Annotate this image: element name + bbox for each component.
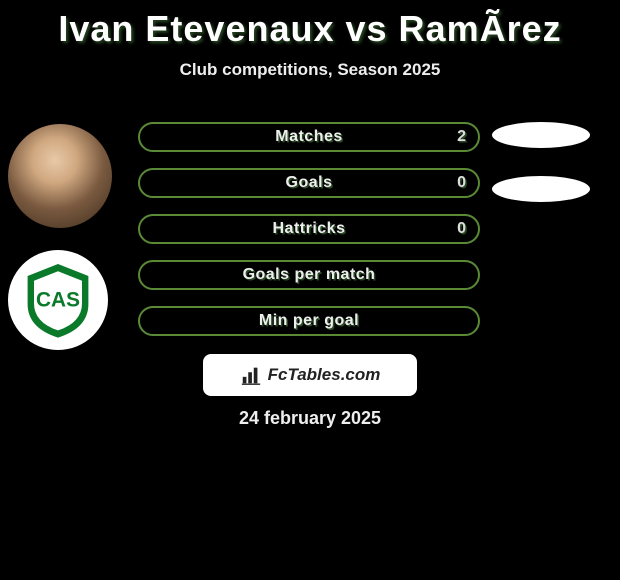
footer-brand-box[interactable]: FcTables.com [203, 354, 417, 396]
stat-value: 0 [457, 174, 466, 192]
stat-label: Min per goal [140, 312, 478, 330]
player-avatar [8, 124, 112, 228]
club-badge-icon: CAS [18, 260, 98, 340]
stat-label: Matches [140, 128, 478, 146]
stat-value: 2 [457, 128, 466, 146]
date-text: 24 february 2025 [0, 408, 620, 429]
club-badge-text: CAS [36, 288, 80, 311]
stat-row-goals: Goals 0 [138, 168, 480, 198]
page-subtitle: Club competitions, Season 2025 [0, 60, 620, 80]
club-avatar: CAS [8, 250, 108, 350]
stat-value: 0 [457, 220, 466, 238]
stat-label: Goals per match [140, 266, 478, 284]
comparison-blobs [492, 122, 590, 230]
bar-chart-icon [240, 364, 262, 386]
stat-row-min-per-goal: Min per goal [138, 306, 480, 336]
page-title: Ivan Etevenaux vs RamÃrez [0, 0, 620, 50]
footer-brand-text: FcTables.com [268, 365, 381, 385]
stat-label: Goals [140, 174, 478, 192]
blob-goals [492, 176, 590, 202]
blob-matches [492, 122, 590, 148]
stat-label: Hattricks [140, 220, 478, 238]
stat-row-matches: Matches 2 [138, 122, 480, 152]
stats-rows: Matches 2 Goals 0 Hattricks 0 Goals per … [138, 122, 480, 352]
avatar-column: CAS [8, 124, 112, 350]
stat-row-goals-per-match: Goals per match [138, 260, 480, 290]
stat-row-hattricks: Hattricks 0 [138, 214, 480, 244]
